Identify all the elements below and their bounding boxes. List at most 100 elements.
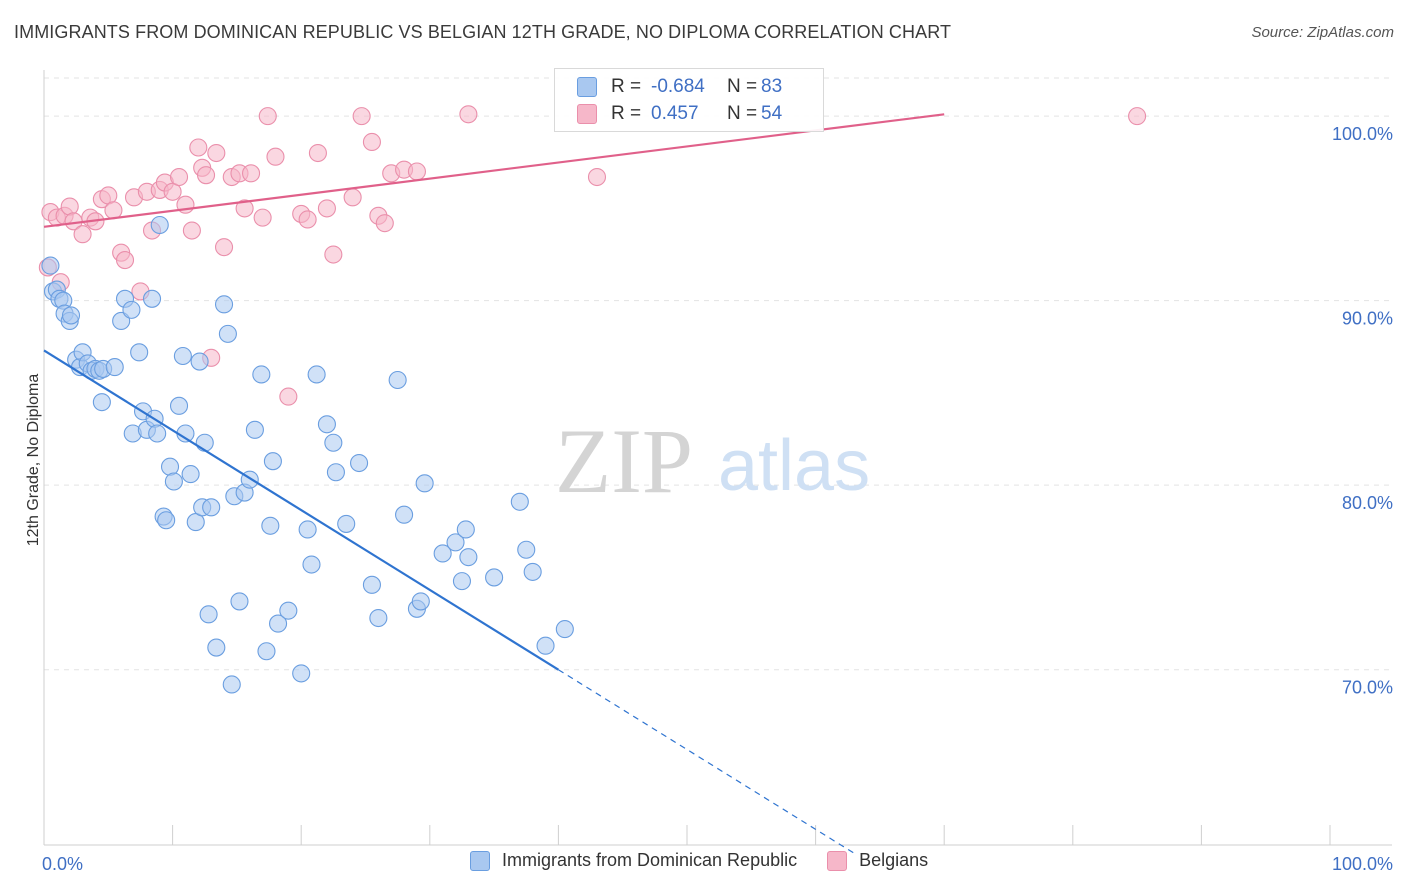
chart-source: Source: ZipAtlas.com <box>1251 24 1394 41</box>
belgians-point <box>73 225 92 244</box>
belgians-point <box>241 164 261 183</box>
dominican-point <box>130 343 149 362</box>
dominican-point <box>160 457 180 476</box>
dominican-point <box>263 452 282 471</box>
dominican-point <box>148 424 167 443</box>
dominican-point <box>459 548 478 567</box>
x-tick-labels: 0.0% 100.0% <box>42 854 1393 874</box>
series-legend: Immigrants from Dominican Republic Belgi… <box>470 850 958 871</box>
legend-item-dominican[interactable]: Immigrants from Dominican Republic <box>470 850 797 871</box>
belgians-point <box>587 167 607 187</box>
dominican-point <box>105 358 124 377</box>
dominican-point <box>199 605 218 624</box>
dominican-point <box>190 352 209 371</box>
belgians-point <box>182 221 201 240</box>
belgians-trend-line <box>43 113 945 228</box>
dominican-point <box>202 498 221 517</box>
dominican-point <box>411 592 430 611</box>
dominican-trend-line <box>43 349 559 671</box>
x-tick-label: 100.0% <box>1332 854 1393 874</box>
legend-n-label: N = <box>727 103 758 124</box>
x-tick-label: 0.0% <box>42 854 83 874</box>
belgians-point <box>317 199 336 218</box>
dominican-point <box>395 505 414 524</box>
y-tick-label: 80.0% <box>1342 493 1393 513</box>
belgians-point <box>375 214 394 233</box>
belgians-point <box>324 245 343 264</box>
legend-label-belgians: Belgians <box>859 850 929 870</box>
y-tick-label: 90.0% <box>1342 309 1393 329</box>
belgians-point <box>214 238 234 257</box>
dominican-point <box>245 420 264 439</box>
dominican-point <box>326 463 345 482</box>
dominican-point <box>523 562 542 581</box>
dominican-point <box>214 295 234 314</box>
dominican-point <box>257 642 276 661</box>
belgians-point <box>115 251 135 270</box>
belgians-point <box>279 387 298 406</box>
belgians-point <box>266 147 285 166</box>
legend-r-value: 0.457 <box>651 103 699 124</box>
belgians-point <box>407 162 426 181</box>
belgians-point <box>362 132 381 152</box>
y-tick-labels: 100.0% 90.0% 80.0% 70.0% <box>1332 124 1393 698</box>
legend-swatch-blue <box>470 850 490 871</box>
belgians-point <box>1128 107 1147 126</box>
belgians-point <box>60 197 79 216</box>
dominican-points <box>41 215 574 694</box>
legend-r-value: -0.684 <box>651 76 705 97</box>
dominican-point <box>269 614 288 633</box>
belgians-point <box>308 143 327 163</box>
dominican-point <box>142 289 162 308</box>
chart-title: IMMIGRANTS FROM DOMINICAN REPUBLIC VS BE… <box>14 22 952 42</box>
belgians-point <box>343 188 362 207</box>
belgians-point <box>258 107 277 126</box>
dominican-point <box>452 572 472 591</box>
dominican-point <box>369 608 388 628</box>
dominican-point <box>92 393 111 412</box>
trend-lines <box>43 113 945 854</box>
dominican-point <box>222 675 241 694</box>
dominican-point <box>337 514 356 533</box>
belgians-point <box>169 167 189 187</box>
y-tick-label: 100.0% <box>1332 124 1393 144</box>
dominican-point <box>112 311 131 331</box>
legend-n-label: N = <box>727 76 758 97</box>
dominican-point <box>415 474 434 493</box>
dominican-trend-extension <box>558 669 855 854</box>
dominican-point <box>298 520 317 539</box>
dominican-point <box>150 215 169 235</box>
axes <box>43 70 1392 846</box>
legend-swatch-pink <box>577 104 597 124</box>
belgians-point <box>459 105 478 124</box>
dominican-point <box>279 601 298 620</box>
dominican-point <box>307 365 326 384</box>
dominican-point <box>122 300 141 319</box>
dominican-point <box>41 256 60 275</box>
dominican-point <box>536 636 555 655</box>
dominican-point <box>181 465 200 484</box>
legend-r-label: R = <box>611 76 642 97</box>
belgians-point <box>235 199 254 218</box>
dominican-point <box>362 575 381 594</box>
legend-n-value: 83 <box>761 76 783 97</box>
dominican-point <box>169 396 189 415</box>
dominican-point <box>261 516 280 535</box>
belgians-point <box>253 208 272 227</box>
dominican-point <box>230 592 249 611</box>
legend-row-belgians: R = 0.457 N = 54 <box>577 101 782 127</box>
belgians-point <box>104 201 123 220</box>
legend-row-dominican: R = -0.684 N = 83 <box>577 74 782 100</box>
dominican-point <box>517 540 536 559</box>
dominican-point <box>388 370 407 390</box>
y-axis-title: 12th Grade, No Diploma <box>25 374 42 547</box>
legend-r-label: R = <box>611 103 642 124</box>
legend-item-belgians[interactable]: Belgians <box>827 850 928 871</box>
y-tick-label: 70.0% <box>1342 678 1393 698</box>
dominican-point <box>446 533 465 552</box>
dominican-point <box>324 433 343 452</box>
belgians-point <box>298 210 317 229</box>
belgians-point <box>207 143 226 163</box>
dominican-point <box>164 472 183 491</box>
